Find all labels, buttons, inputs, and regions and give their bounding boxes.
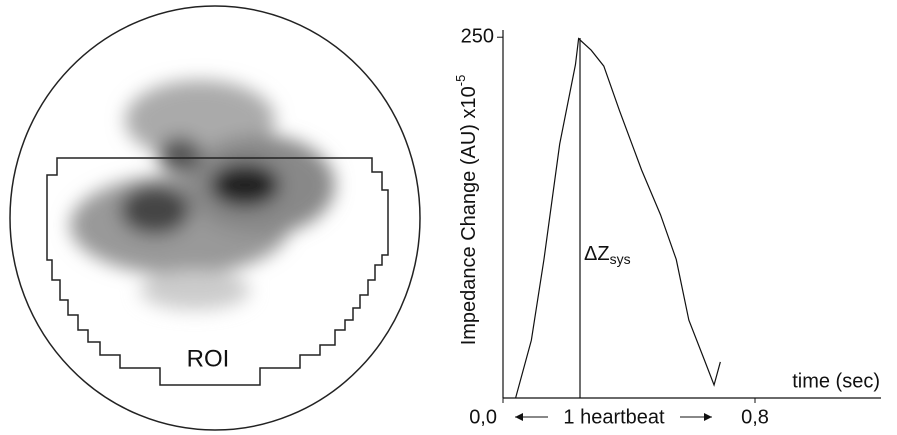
span-label: 1 heartbeat: [563, 406, 665, 428]
data-line: [516, 39, 721, 398]
annotation: ΔZsys: [584, 243, 631, 266]
eit-image: ROI: [10, 6, 420, 430]
x-tick-label: 0,0: [469, 406, 497, 428]
x-axis-label: time (sec): [792, 370, 880, 392]
y-tick-label: 250: [461, 25, 494, 47]
y-label-text: Impedance Change (AU) x10: [458, 86, 480, 345]
impedance-blobs: [70, 80, 335, 310]
y-axis-label: Impedance Change (AU) x10-5: [453, 75, 480, 346]
chart: Impedance Change (AU) x10-5 time (sec) Δ…: [453, 25, 881, 428]
roi-label: ROI: [187, 345, 230, 372]
annotation-text: ΔZ: [584, 243, 610, 265]
x-tick-label: 0,8: [741, 406, 769, 428]
annotation-subscript: sys: [610, 251, 631, 267]
y-label-exponent: -5: [453, 75, 468, 87]
figure: ROI Impedance Change (AU) x10-5 time (se…: [0, 0, 897, 435]
